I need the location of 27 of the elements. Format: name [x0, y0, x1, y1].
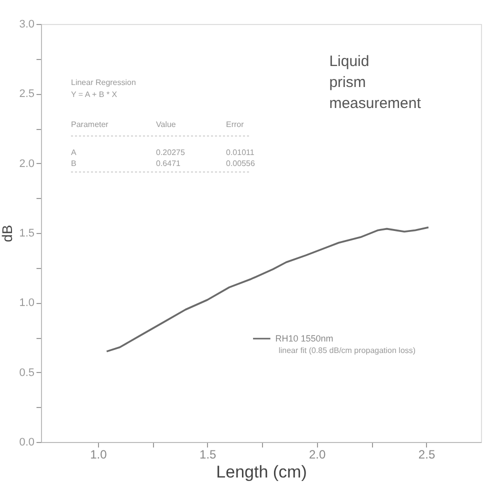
annotation: 0.01011 [226, 148, 255, 157]
annotation: 0.00556 [226, 159, 256, 168]
y-tick-label: 3.0 [19, 18, 34, 30]
annotation: Value [156, 120, 176, 129]
x-tick-label: 1.5 [200, 448, 217, 462]
y-tick-label: 2.0 [19, 158, 34, 170]
x-tick-label: 2.0 [308, 448, 326, 462]
x-tick-label: 2.5 [418, 448, 436, 462]
y-tick-label: 1.5 [19, 228, 34, 240]
annotation: Linear Regression [71, 78, 136, 87]
annotation: Liquid prism measurement [329, 53, 422, 112]
y-tick-label: 1.0 [19, 297, 34, 310]
annotation: Error [226, 120, 244, 129]
y-tick-label: 0.0 [19, 436, 34, 448]
y-tick-label: 2.5 [19, 88, 34, 100]
x-tick-label: 1.0 [90, 448, 108, 462]
annotation: 0.6471 [156, 159, 182, 168]
annotation: 0.20275 [156, 148, 186, 157]
legend-label: RH10 1550nm [275, 334, 334, 344]
annotation: linear fit (0.85 dB/cm propagation loss) [278, 346, 416, 356]
y-axis-title: dB [0, 224, 16, 242]
annotation: Y = A + B * X [71, 90, 118, 99]
annotation: Parameter [71, 120, 109, 129]
annotation: B [71, 159, 76, 168]
annotation: A [71, 148, 77, 157]
x-axis-title: Length (cm) [216, 462, 307, 482]
y-tick-label: 0.5 [19, 366, 34, 379]
